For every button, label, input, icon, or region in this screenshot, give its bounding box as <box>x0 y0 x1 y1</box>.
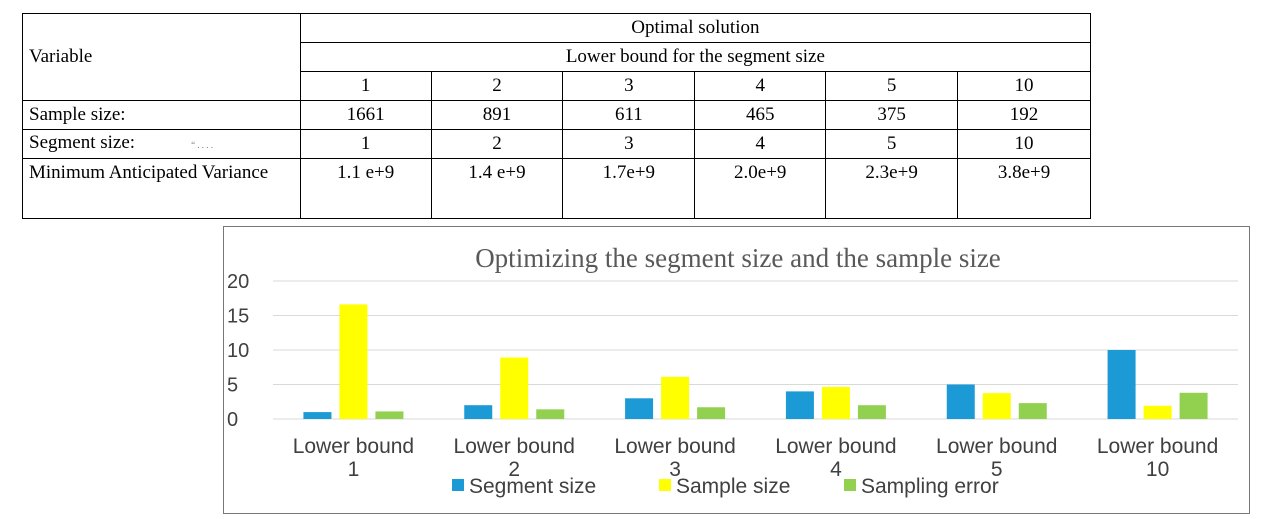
bound-header-cell: 3 <box>562 71 696 101</box>
table-row: Sample size: 1661 891 611 465 375 192 <box>22 100 1091 130</box>
bar <box>1107 350 1136 419</box>
bar <box>500 357 529 419</box>
y-tick-label: 0 <box>227 409 238 431</box>
x-tick-label: 4 <box>830 458 842 481</box>
variable-header: Variable <box>22 13 301 101</box>
table-cell: 1.4 e+9 <box>430 158 564 219</box>
legend-swatch <box>844 479 856 491</box>
table-cell: 1.1 e+9 <box>299 158 432 219</box>
bar <box>536 409 565 419</box>
legend-swatch <box>452 479 464 491</box>
table-cell: 611 <box>562 100 696 130</box>
x-tick-label: 10 <box>1146 458 1169 481</box>
table-cell: 891 <box>430 100 564 130</box>
row-label: Sample size: <box>29 104 126 125</box>
x-tick-label: 2 <box>508 458 520 481</box>
x-tick-label: Lower bound <box>1097 435 1218 458</box>
legend-label: Sampling error <box>861 475 999 498</box>
bound-header-cell: 1 <box>299 71 432 101</box>
table-cell: 3.8e+9 <box>957 158 1091 219</box>
optimal-solution-table: Variable Optimal solution Lower bound fo… <box>22 13 1092 219</box>
bar <box>625 398 654 419</box>
y-tick-label: 15 <box>227 306 249 328</box>
x-tick-label: 5 <box>991 458 1003 481</box>
bar-chart: Optimizing the segment size and the samp… <box>223 226 1250 514</box>
x-tick-label: Lower bound <box>293 435 414 458</box>
bar <box>661 376 690 419</box>
bar <box>375 411 404 419</box>
x-tick-label: Lower bound <box>775 435 896 458</box>
table-cell: 5 <box>825 129 959 159</box>
y-tick-label: 20 <box>227 271 249 293</box>
x-tick-label: Lower bound <box>614 435 735 458</box>
bar <box>785 391 814 419</box>
legend-label: Segment size <box>469 475 596 498</box>
table-cell: 2.0e+9 <box>694 158 827 219</box>
bar <box>1179 392 1208 419</box>
chart-canvas: Optimizing the segment size and the samp… <box>227 243 1238 498</box>
bar <box>339 304 368 419</box>
faint-mark: “ . . . . <box>191 140 214 150</box>
x-tick-label: Lower bound <box>936 435 1057 458</box>
bound-header-cell: 5 <box>825 71 959 101</box>
bar <box>857 405 886 419</box>
table-cell: 1 <box>299 129 432 159</box>
x-tick-label: 3 <box>669 458 681 481</box>
table-cell: 1.7e+9 <box>562 158 696 219</box>
chart-title: Optimizing the segment size and the samp… <box>475 243 1001 273</box>
table-cell: 3 <box>562 129 696 159</box>
bar <box>946 384 975 419</box>
bar <box>1018 403 1047 419</box>
y-tick-label: 10 <box>227 340 249 362</box>
table-cell: 465 <box>694 100 827 130</box>
table-cell: 375 <box>825 100 959 130</box>
legend-swatch <box>659 479 671 491</box>
row-label-cell: Sample size: <box>22 100 301 130</box>
bound-header-cell: 2 <box>430 71 564 101</box>
optimal-solution-header: Optimal solution <box>299 13 1092 43</box>
bound-header-cell: 10 <box>957 71 1091 101</box>
y-tick-label: 5 <box>227 375 238 397</box>
bar <box>982 393 1011 419</box>
table-row: Segment size: “ . . . . 1 2 3 4 5 10 <box>22 129 1091 159</box>
table-cell: 2.3e+9 <box>825 158 959 219</box>
row-label-cell: Segment size: “ . . . . <box>22 129 301 159</box>
bar <box>464 405 493 419</box>
bar <box>821 386 850 419</box>
table-row: Minimum Anticipated Variance 1.1 e+9 1.4… <box>22 158 1091 219</box>
bound-header-cell: 4 <box>694 71 827 101</box>
lower-bound-header: Lower bound for the segment size <box>299 42 1092 72</box>
row-label-cell: Minimum Anticipated Variance <box>22 158 301 219</box>
table-cell: 192 <box>957 100 1091 130</box>
bar <box>303 412 332 419</box>
table-cell: 2 <box>430 129 564 159</box>
legend-label: Sample size <box>676 475 790 498</box>
table-cell: 1661 <box>299 100 432 130</box>
table-cell: 4 <box>694 129 827 159</box>
x-tick-label: 1 <box>348 458 360 481</box>
bar <box>1143 405 1172 419</box>
bar <box>697 407 726 419</box>
table-cell: 10 <box>957 129 1091 159</box>
x-tick-label: Lower bound <box>454 435 575 458</box>
row-label: Segment size: <box>29 132 136 153</box>
